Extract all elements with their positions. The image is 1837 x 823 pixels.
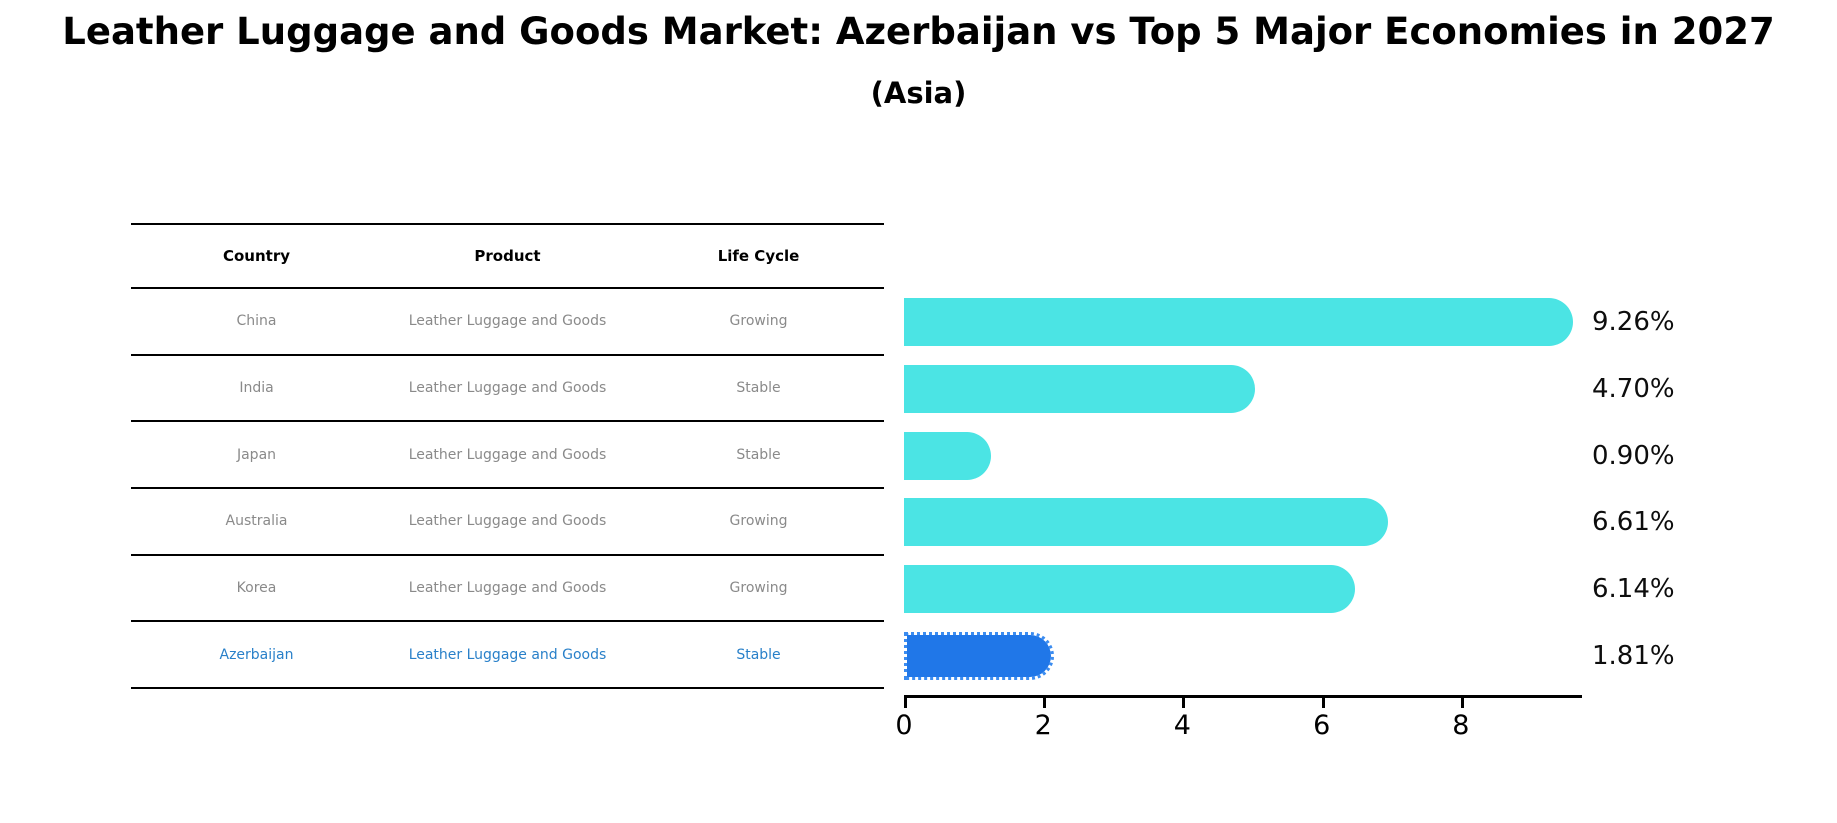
x-axis-tick [1460,698,1464,708]
x-axis-tick-label: 4 [1173,710,1191,741]
bar-row [904,556,1582,623]
bar-japan [904,431,991,480]
table-cell-life-cycle: Growing [729,313,788,330]
x-axis-line [904,695,1582,698]
country-table: Country Product Life Cycle China Leather … [131,223,884,690]
x-axis-tick [1043,698,1047,708]
chart-subtitle: (Asia) [870,76,967,110]
table-cell-life-cycle: Growing [729,580,788,597]
x-axis-tick-label: 0 [895,710,913,741]
bar-value-label: 4.70% [1592,374,1675,405]
table-cell-country: Azerbaijan [219,646,294,663]
table-cell-product: Leather Luggage and Goods [408,646,607,663]
table-cell-country: Japan [236,446,277,463]
x-axis: 0 2 4 6 8 [895,695,1582,745]
table-cell-product: Leather Luggage and Goods [408,380,607,397]
bar-korea [904,565,1356,614]
table-cell-product: Leather Luggage and Goods [408,313,607,330]
bar-value-label: 6.61% [1592,507,1675,538]
value-label-column: 9.26% 4.70% 0.90% 6.61% 6.14% 1.81% [1592,289,1675,689]
bar-china [904,298,1573,347]
bar-value-label: 9.26% [1592,307,1675,338]
table-cell-life-cycle: Stable [736,380,781,397]
column-header-country: Country [222,247,291,265]
bar-row [904,289,1582,356]
table-cell-life-cycle: Stable [736,446,781,463]
x-axis-tick-label: 2 [1034,710,1052,741]
bar-value-label: 0.90% [1592,440,1675,471]
bar-azerbaijan-highlight [904,631,1054,680]
bar-australia [904,498,1389,547]
table-row: India Leather Luggage and Goods Stable [131,356,884,423]
bar-row [904,489,1582,556]
table-cell-country: Australia [225,513,288,530]
column-header-life-cycle: Life Cycle [717,247,800,265]
table-cell-product: Leather Luggage and Goods [408,446,607,463]
table-header-row: Country Product Life Cycle [131,225,884,289]
bar-row [904,622,1582,689]
table-cell-country: India [239,380,274,397]
table-cell-product: Leather Luggage and Goods [408,513,607,530]
bar-row [904,422,1582,489]
table-row: China Leather Luggage and Goods Growing [131,289,884,356]
table-cell-life-cycle: Stable [736,646,781,663]
table-row: Japan Leather Luggage and Goods Stable [131,422,884,490]
bar-row [904,356,1582,423]
bar-plot-area [904,289,1582,690]
table-row: Azerbaijan Leather Luggage and Goods Stabl… [131,622,884,690]
chart-title: Leather Luggage and Goods Market: Azerba… [62,10,1775,53]
table-cell-country: China [236,313,277,330]
x-axis-tick [904,698,907,708]
table-cell-life-cycle: Growing [729,513,788,530]
table-cell-product: Leather Luggage and Goods [408,580,607,597]
x-axis-tick [1182,698,1186,708]
x-axis-tick-label: 8 [1452,710,1470,741]
table-cell-country: Korea [236,580,277,597]
table-row: Australia Leather Luggage and Goods Growin… [131,489,884,556]
bar-value-label: 1.81% [1592,640,1675,671]
bar-value-label: 6.14% [1592,574,1675,605]
column-header-product: Product [474,247,541,265]
x-axis-tick [1321,698,1325,708]
x-axis-tick-label: 6 [1313,710,1331,741]
bar-india [904,365,1256,414]
table-row: Korea Leather Luggage and Goods Growing [131,556,884,623]
table-body: China Leather Luggage and Goods Growing Ind… [131,289,884,690]
